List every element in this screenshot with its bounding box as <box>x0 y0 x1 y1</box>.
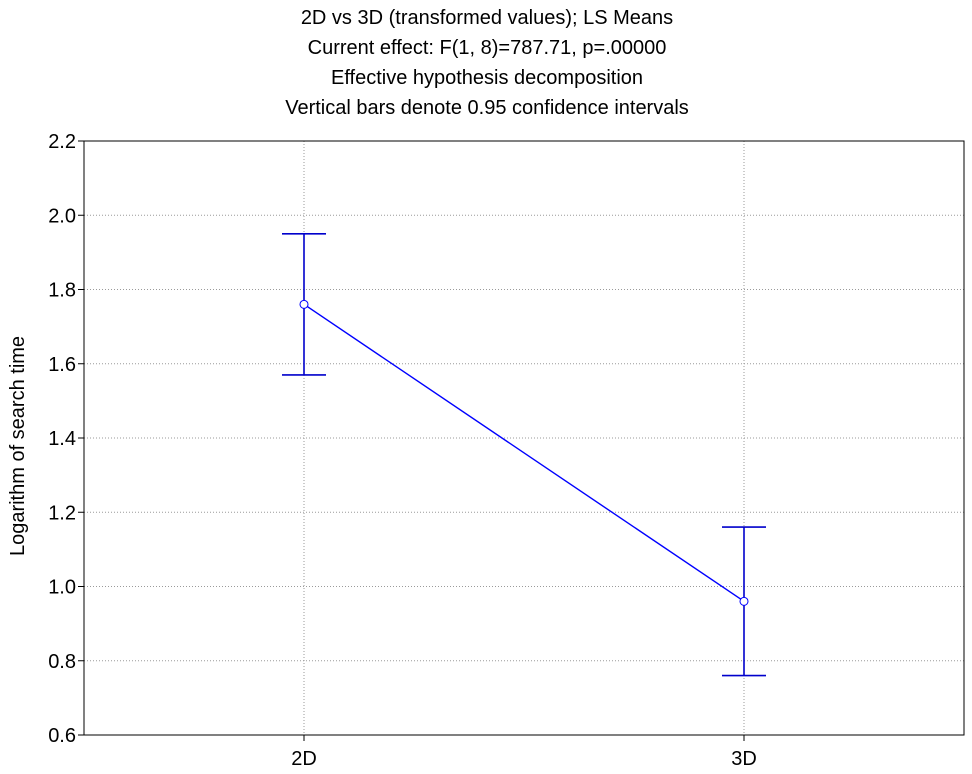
data-point <box>299 299 309 309</box>
x-axis-tick-labels: 2D 3D <box>291 748 757 770</box>
y-tick-label: 1.8 <box>48 280 76 302</box>
title-line-3: Effective hypothesis decomposition <box>331 67 643 89</box>
title-line-1: 2D vs 3D (transformed values); LS Means <box>301 7 673 29</box>
title-line-2: Current effect: F(1, 8)=787.71, p=.00000 <box>308 37 667 59</box>
y-tick-label: 1.4 <box>48 428 76 450</box>
series-group <box>282 233 766 677</box>
y-tick-label: 2.0 <box>48 205 76 227</box>
data-point <box>739 596 749 606</box>
y-tick-label: 1.0 <box>48 577 76 599</box>
series-line <box>303 303 745 602</box>
y-tick-label: 1.6 <box>48 354 76 376</box>
y-tick-label: 1.2 <box>48 502 76 524</box>
y-tick-label: 0.6 <box>48 725 76 747</box>
title-line-4: Vertical bars denote 0.95 confidence int… <box>285 97 689 119</box>
y-tick-label: 2.2 <box>48 131 76 153</box>
y-axis-tick-labels: 0.6 0.8 1.0 1.2 1.4 1.6 1.8 2.0 2.2 <box>48 131 76 747</box>
y-tick-label: 0.8 <box>48 651 76 673</box>
x-tick-label: 2D <box>291 748 317 770</box>
chart-title: 2D vs 3D (transformed values); LS Means … <box>285 7 689 119</box>
x-tick-label: 3D <box>731 748 757 770</box>
gridlines <box>84 141 964 735</box>
y-axis-label: Logarithm of search time <box>7 336 29 556</box>
axis-ticks <box>78 140 745 741</box>
